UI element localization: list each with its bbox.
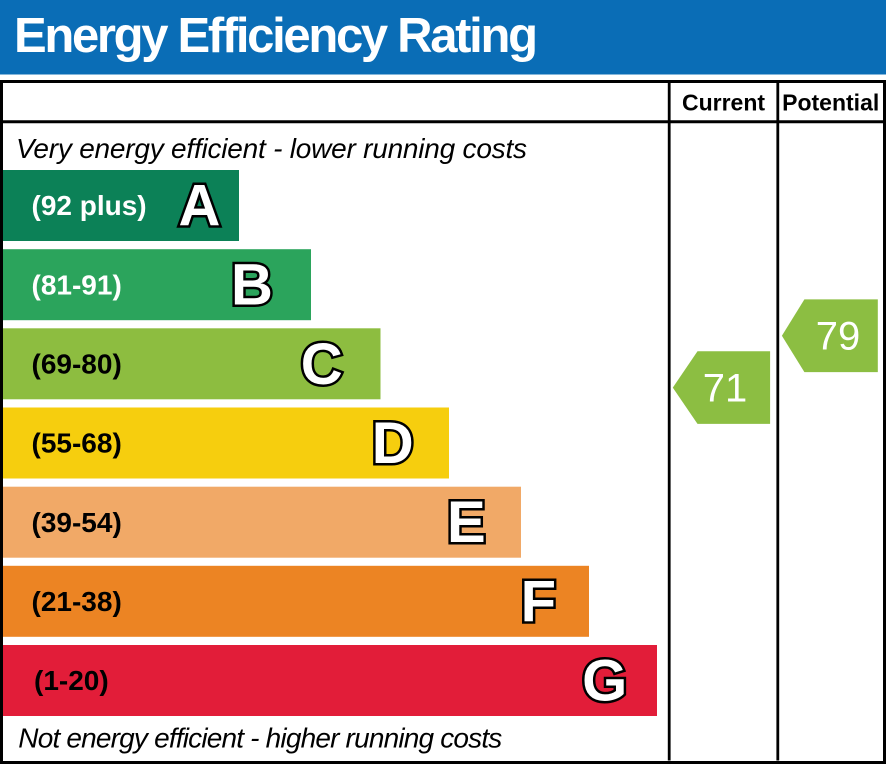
svg-text:G: G [582, 648, 627, 713]
svg-text:Not energy efficient - higher: Not energy efficient - higher running co… [18, 723, 502, 754]
svg-text:B: B [231, 253, 273, 318]
svg-text:D: D [372, 411, 414, 476]
svg-text:(1-20): (1-20) [34, 665, 109, 696]
svg-text:(81-91): (81-91) [32, 269, 122, 300]
svg-text:Current: Current [682, 90, 765, 116]
svg-text:Very energy efficient - lower: Very energy efficient - lower running co… [16, 133, 527, 164]
svg-text:79: 79 [816, 315, 861, 359]
svg-text:A: A [179, 173, 221, 238]
svg-text:71: 71 [703, 366, 748, 410]
svg-text:(69-80): (69-80) [32, 349, 122, 380]
svg-text:F: F [521, 569, 556, 634]
svg-text:C: C [301, 332, 343, 397]
svg-text:Energy Efficiency Rating: Energy Efficiency Rating [14, 9, 538, 63]
svg-text:(21-38): (21-38) [32, 586, 122, 617]
svg-text:(39-54): (39-54) [32, 507, 122, 538]
svg-text:Potential: Potential [782, 90, 879, 116]
svg-text:(55-68): (55-68) [32, 428, 122, 459]
svg-text:E: E [447, 490, 486, 555]
svg-text:(92 plus): (92 plus) [32, 190, 147, 221]
